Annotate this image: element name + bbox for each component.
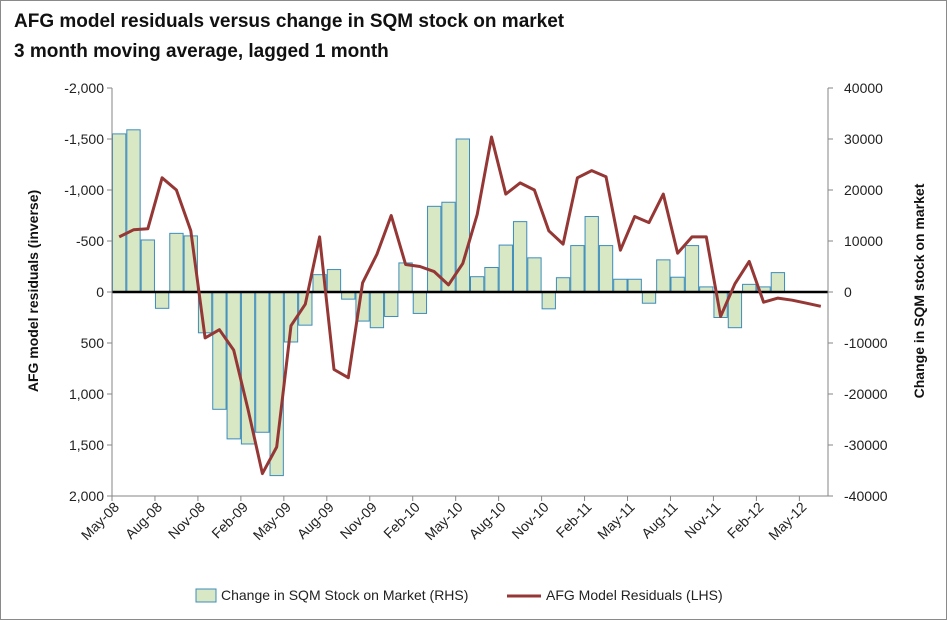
bar-Feb-10 [412, 291, 428, 314]
x-tick-label: Nov-11 [681, 499, 724, 542]
right-tick-label: -10000 [844, 335, 888, 351]
bar-Apr-11 [613, 278, 628, 293]
residuals-line [118, 135, 822, 476]
right-tick-label: 40000 [844, 80, 883, 96]
left-axis-ticks: -2,000 -1,500 -1,000 -500 0 500 1,000 1,500 2,00… [64, 80, 112, 504]
left-tick-label: 1,000 [69, 386, 104, 402]
bar-Jul-11 [656, 259, 671, 293]
bar-Mar-11 [598, 245, 614, 293]
left-tick-label: 500 [81, 335, 105, 351]
bar-Aug-11 [670, 276, 685, 293]
bar-Jun-10 [470, 276, 485, 293]
x-tick-label: May-12 [765, 499, 809, 543]
left-tick-label: -1,500 [64, 131, 104, 147]
left-tick-label: -2,000 [64, 80, 104, 96]
bar-Jul-10 [484, 267, 499, 293]
bar-Aug-10 [498, 244, 513, 293]
x-tick-label: Feb-09 [208, 499, 251, 542]
left-tick-label: -500 [76, 233, 104, 249]
right-tick-label: 10000 [844, 233, 883, 249]
legend: Change in SQM Stock on Market (RHS) AFG … [195, 587, 723, 603]
left-tick-label: -1,000 [64, 182, 104, 198]
bar-Nov-09 [369, 291, 385, 329]
right-tick-label: 20000 [844, 182, 883, 198]
left-tick-label: 1,500 [69, 437, 104, 453]
right-tick-label: -20000 [844, 386, 888, 402]
chart-title: AFG model residuals versus change in SQM… [14, 11, 565, 32]
bar-Feb-11 [584, 216, 599, 293]
bar-Mar-09 [255, 291, 270, 433]
bar-Mar-10 [427, 205, 442, 293]
x-tick-label: Feb-11 [553, 499, 595, 541]
left-axis-title: AFG model residuals (inverse) [25, 190, 41, 392]
x-tick-label: May-08 [78, 499, 122, 543]
left-tick-label: 2,000 [69, 488, 104, 504]
x-tick-label: May-11 [594, 499, 638, 543]
bar-Oct-10 [527, 257, 542, 293]
right-tick-label: -40000 [844, 488, 888, 504]
right-axis-ticks: 40000 30000 20000 10000 0 -10000 -20000 -30000 -… [828, 80, 888, 504]
bar-Nov-10 [541, 291, 556, 310]
right-tick-label: -30000 [844, 437, 888, 453]
x-tick-label: Aug-08 [122, 499, 165, 542]
bar-May-11 [627, 278, 642, 293]
x-tick-label: Aug-09 [294, 499, 337, 542]
bar-Jul-08 [140, 239, 155, 293]
bar-Jan-10 [398, 262, 413, 293]
bar-Sep-11 [684, 245, 700, 293]
chart-subtitle: 3 month moving average, lagged 1 month [14, 41, 389, 62]
right-axis-title: Change in SQM stock on market [911, 183, 927, 398]
x-tick-label: May-09 [250, 499, 294, 543]
x-tick-label: Aug-11 [638, 499, 681, 542]
x-tick-label: Aug-10 [466, 499, 509, 542]
bar-Jun-11 [641, 291, 657, 304]
bar-Sep-08 [169, 232, 184, 293]
right-tick-label: 0 [844, 284, 852, 300]
legend-bar-swatch [195, 588, 217, 603]
legend-line-label: AFG Model Residuals (LHS) [546, 587, 723, 603]
x-tick-label: Nov-08 [165, 499, 208, 542]
x-tick-label: Feb-12 [724, 499, 767, 542]
bar-Mar-12 [770, 272, 786, 293]
bar-Dec-09 [384, 291, 399, 317]
bar-Dec-08 [212, 291, 227, 410]
bar-Jun-08 [126, 129, 141, 293]
right-tick-label: 30000 [844, 131, 883, 147]
x-tick-label: Nov-10 [508, 499, 551, 542]
bar-Dec-10 [555, 277, 571, 293]
bar-Aug-09 [326, 269, 342, 293]
bar-Sep-10 [512, 221, 528, 293]
x-tick-label: May-10 [421, 499, 465, 543]
left-tick-label: 0 [96, 284, 104, 300]
bar-Jan-11 [570, 245, 585, 293]
bar-Feb-09 [240, 291, 256, 445]
legend-bar-label: Change in SQM Stock on Market (RHS) [221, 587, 468, 603]
x-tick-label: Nov-09 [337, 499, 380, 542]
x-tick-label: Feb-10 [380, 499, 423, 542]
bar-Aug-08 [154, 291, 170, 309]
bar-series [112, 129, 786, 477]
bar-May-08 [112, 133, 127, 293]
